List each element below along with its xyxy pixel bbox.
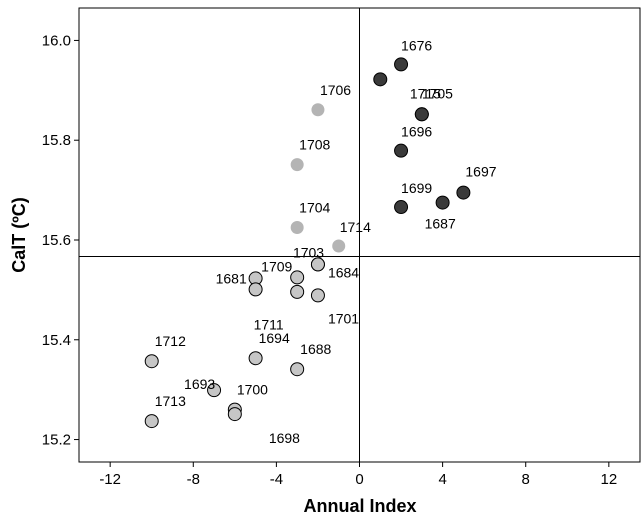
data-point bbox=[373, 72, 388, 87]
data-point bbox=[394, 200, 409, 215]
x-tick-label: 0 bbox=[355, 471, 363, 488]
x-tick-label: 12 bbox=[600, 471, 617, 488]
data-point bbox=[290, 284, 305, 299]
point-label: 1711 bbox=[254, 316, 284, 332]
point-label: 1714 bbox=[340, 219, 371, 235]
data-point bbox=[290, 221, 304, 235]
y-axis: 15.2 15.4 15.6 15.8 16.0 bbox=[42, 32, 79, 449]
x-tick-label: -4 bbox=[270, 471, 283, 488]
y-axis-title: CalT (ºC) bbox=[9, 197, 29, 273]
point-label: 1706 bbox=[320, 82, 351, 98]
data-point bbox=[394, 143, 409, 158]
point-label: 1687 bbox=[425, 216, 456, 232]
point-label: 1693 bbox=[184, 376, 215, 392]
point-label: 1708 bbox=[299, 137, 330, 153]
reference-lines bbox=[79, 8, 640, 462]
data-point bbox=[207, 383, 222, 398]
y-tick-label: 15.4 bbox=[42, 332, 71, 349]
y-tick-label: 15.8 bbox=[42, 132, 71, 149]
point-label: 1703 bbox=[293, 244, 324, 260]
point-label: 1712 bbox=[155, 333, 186, 349]
data-point bbox=[394, 57, 409, 72]
y-tick-label: 15.2 bbox=[42, 432, 71, 449]
x-axis-title: Annual Index bbox=[303, 496, 416, 516]
data-point bbox=[290, 362, 305, 377]
x-tick-label: -8 bbox=[187, 471, 200, 488]
point-label: 1676 bbox=[401, 37, 432, 53]
data-point bbox=[332, 239, 346, 253]
point-label: 1709 bbox=[261, 258, 292, 274]
point-label: 1688 bbox=[300, 341, 331, 357]
point-label: 1694 bbox=[259, 330, 290, 346]
point-label: 1715 bbox=[410, 85, 441, 101]
data-point bbox=[290, 270, 305, 285]
point-label: 1696 bbox=[401, 124, 432, 140]
point-label: 1681 bbox=[216, 270, 247, 286]
data-point bbox=[310, 257, 325, 272]
data-point bbox=[248, 282, 263, 297]
point-label: 1701 bbox=[328, 310, 359, 326]
data-point bbox=[311, 103, 325, 117]
data-point bbox=[310, 288, 325, 303]
point-label: 1684 bbox=[328, 264, 359, 280]
point-label: 1700 bbox=[237, 382, 268, 398]
point-label: 1698 bbox=[269, 430, 300, 446]
x-tick-label: 8 bbox=[522, 471, 530, 488]
x-axis: -12 -8 -4 0 4 8 12 bbox=[99, 462, 617, 488]
y-tick-label: 16.0 bbox=[42, 32, 71, 49]
point-label: 1699 bbox=[401, 180, 432, 196]
data-point bbox=[248, 351, 263, 366]
data-points bbox=[144, 57, 471, 429]
y-tick-label: 15.6 bbox=[42, 232, 71, 249]
data-point bbox=[144, 354, 159, 369]
data-point bbox=[456, 185, 471, 200]
data-point bbox=[144, 414, 159, 429]
x-tick-label: -12 bbox=[99, 471, 121, 488]
data-point bbox=[414, 107, 429, 122]
data-point bbox=[227, 407, 242, 422]
data-point bbox=[290, 158, 304, 172]
data-point bbox=[435, 195, 450, 210]
point-label: 1705 bbox=[422, 85, 453, 101]
x-tick-label: 4 bbox=[438, 471, 446, 488]
point-label: 1704 bbox=[299, 200, 330, 216]
point-label: 1713 bbox=[155, 393, 186, 409]
point-label: 1697 bbox=[465, 164, 496, 180]
